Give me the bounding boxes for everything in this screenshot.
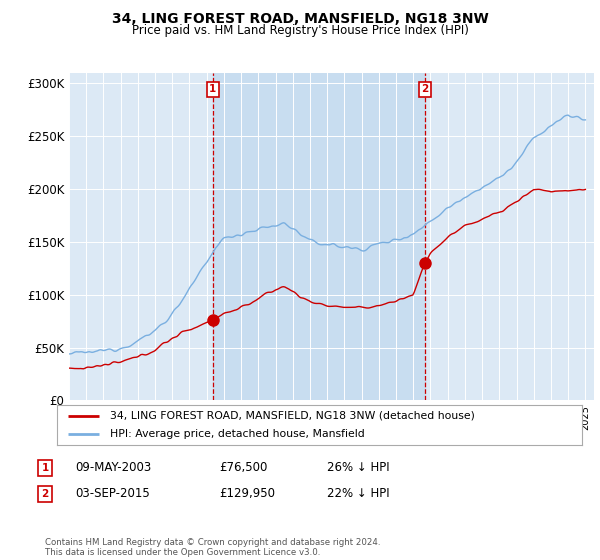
- Text: 34, LING FOREST ROAD, MANSFIELD, NG18 3NW (detached house): 34, LING FOREST ROAD, MANSFIELD, NG18 3N…: [110, 411, 475, 421]
- Text: 1: 1: [209, 84, 217, 94]
- Text: HPI: Average price, detached house, Mansfield: HPI: Average price, detached house, Mans…: [110, 430, 364, 439]
- Text: Contains HM Land Registry data © Crown copyright and database right 2024.
This d: Contains HM Land Registry data © Crown c…: [45, 538, 380, 557]
- Text: 2: 2: [421, 84, 428, 94]
- Text: £129,950: £129,950: [219, 487, 275, 501]
- Text: Price paid vs. HM Land Registry's House Price Index (HPI): Price paid vs. HM Land Registry's House …: [131, 24, 469, 36]
- Text: 1: 1: [41, 463, 49, 473]
- Bar: [213, 73, 425, 400]
- Text: 03-SEP-2015: 03-SEP-2015: [75, 487, 150, 501]
- Text: 2: 2: [41, 489, 49, 499]
- Text: £76,500: £76,500: [219, 461, 268, 474]
- Text: 09-MAY-2003: 09-MAY-2003: [75, 461, 151, 474]
- Text: 26% ↓ HPI: 26% ↓ HPI: [327, 461, 389, 474]
- Text: 22% ↓ HPI: 22% ↓ HPI: [327, 487, 389, 501]
- Text: 34, LING FOREST ROAD, MANSFIELD, NG18 3NW: 34, LING FOREST ROAD, MANSFIELD, NG18 3N…: [112, 12, 488, 26]
